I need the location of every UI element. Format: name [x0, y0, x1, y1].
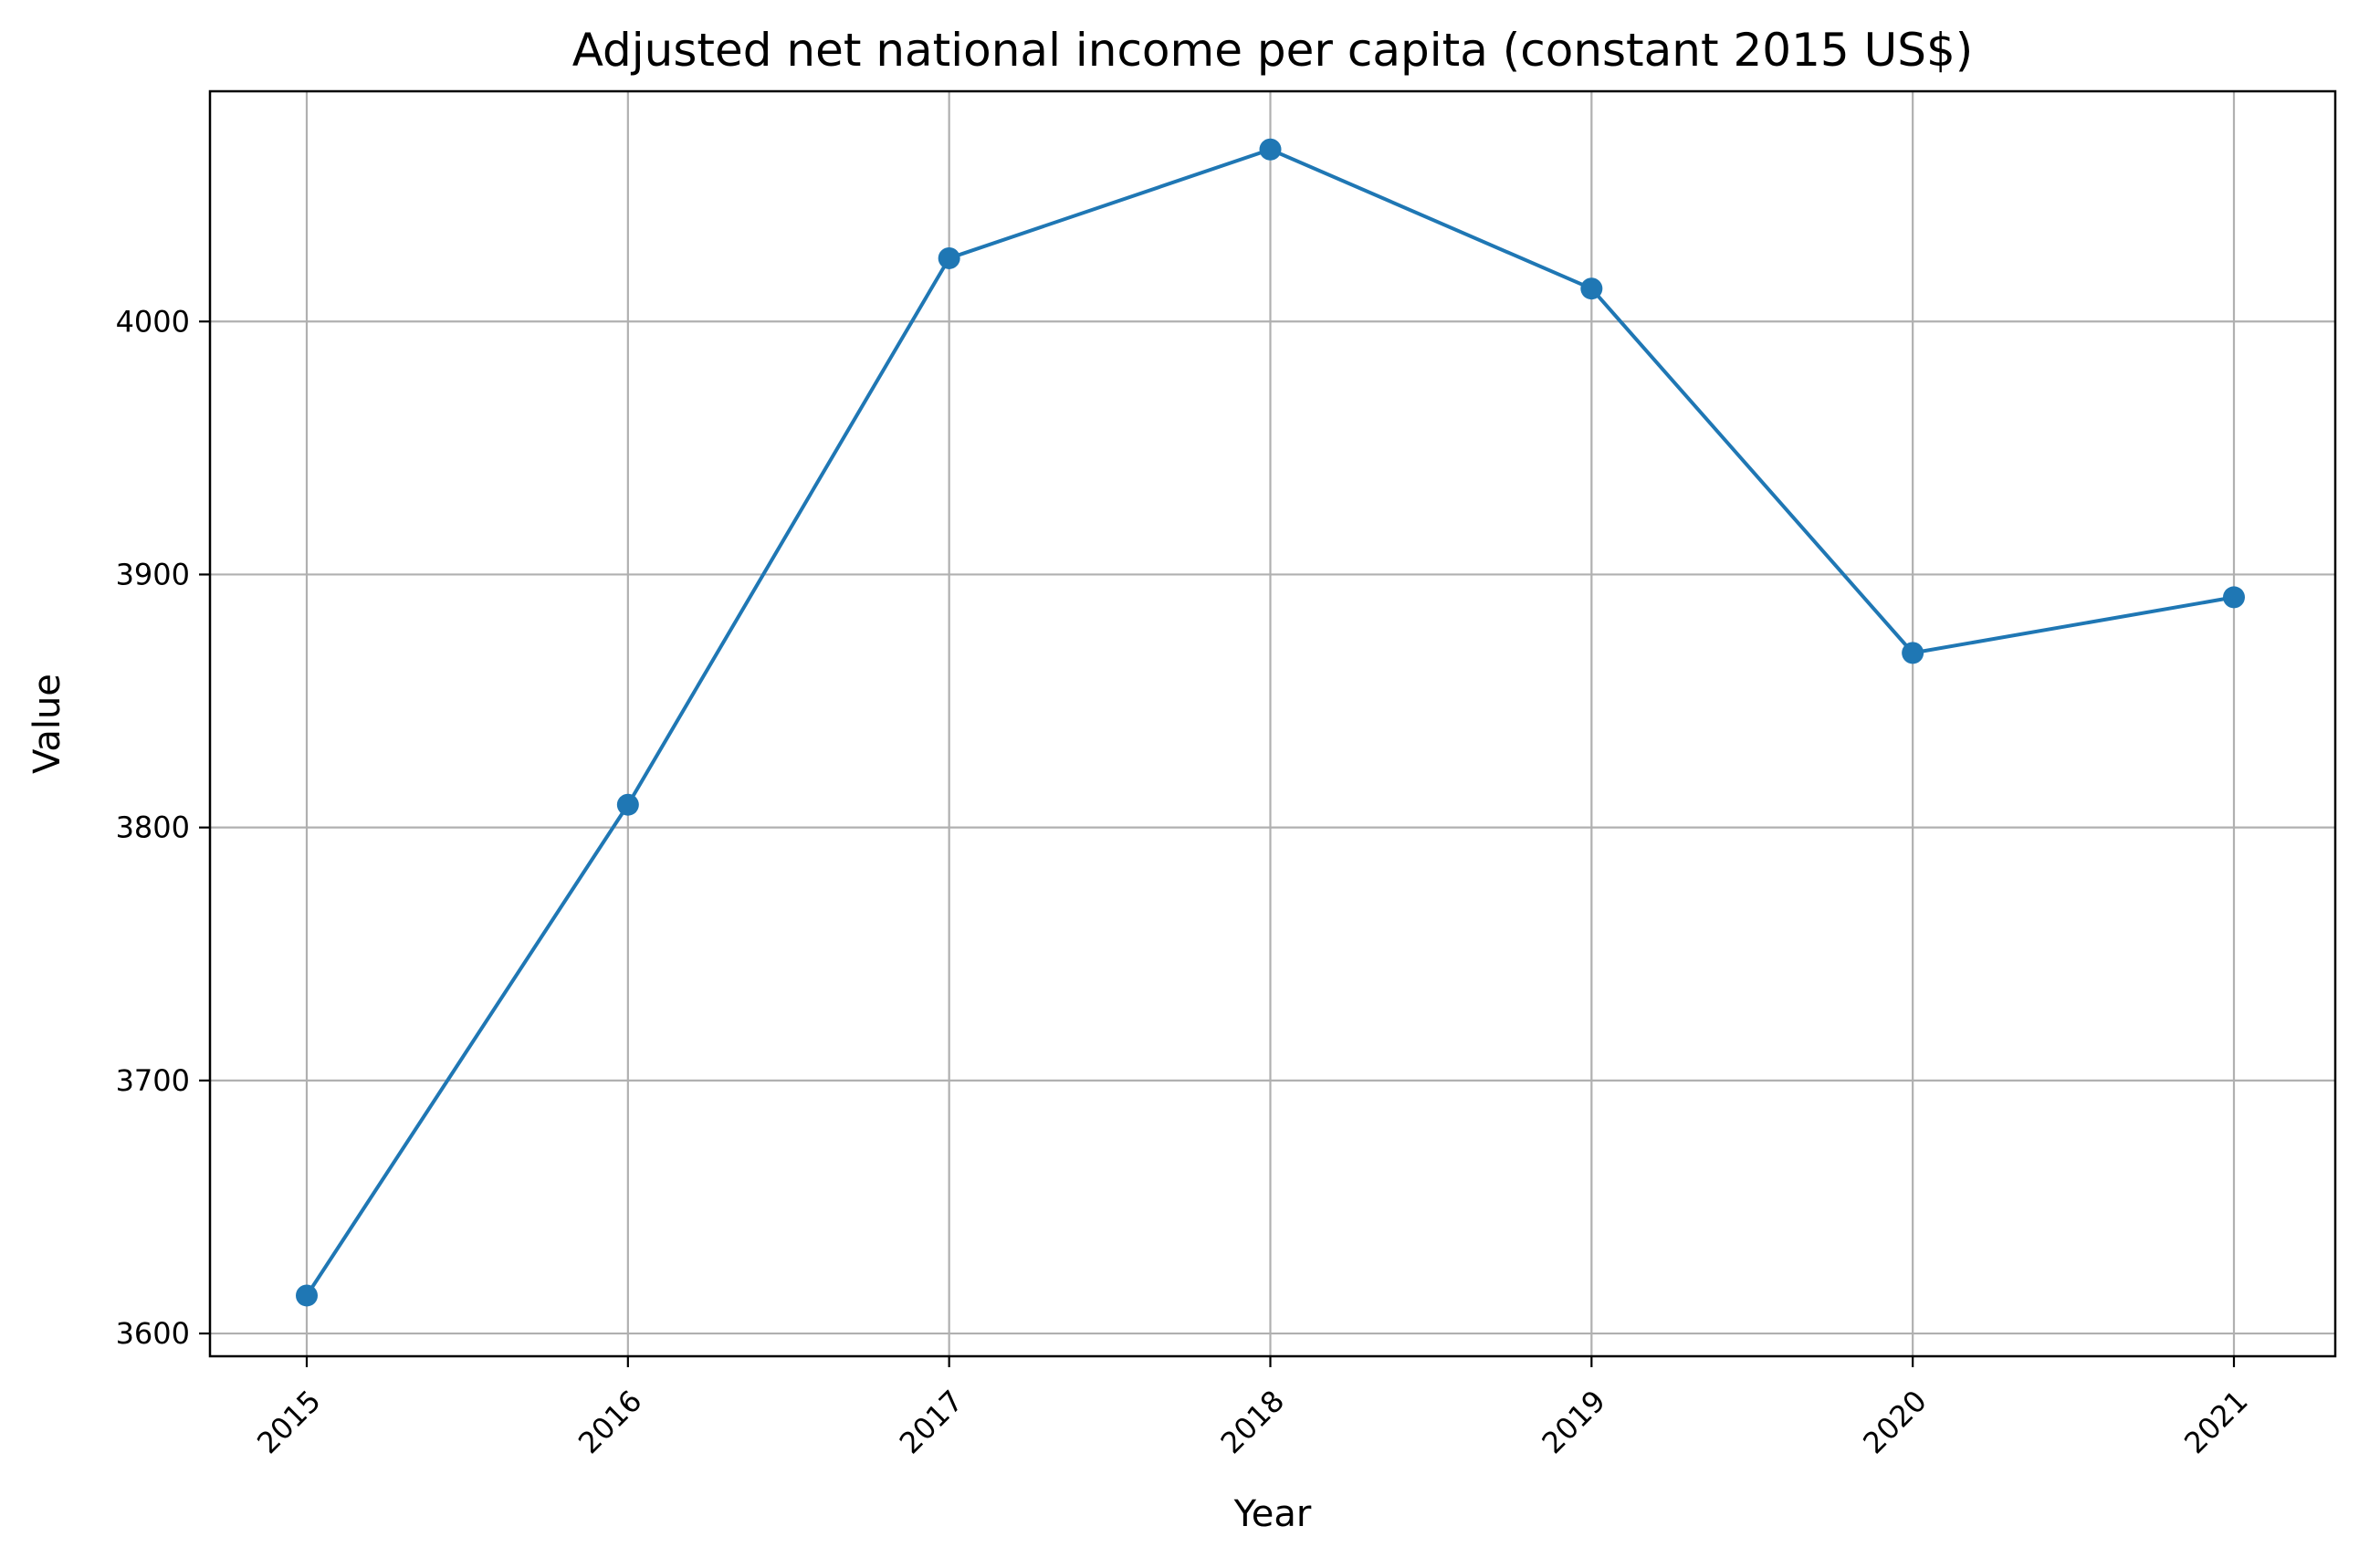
data-point	[296, 1284, 318, 1307]
data-point	[2223, 586, 2245, 609]
x-axis-ticks: 2015 2016 2017 2018 2019 2020 2021	[250, 1356, 2255, 1460]
data-point	[1902, 642, 1924, 664]
y-tick-label: 3800	[116, 810, 190, 845]
data-point	[1259, 138, 1282, 161]
y-tick-label: 3600	[116, 1316, 190, 1351]
grid-lines	[210, 91, 2335, 1356]
data-point	[938, 246, 960, 269]
data-point	[616, 793, 639, 816]
x-tick-label: 2019	[1536, 1384, 1612, 1460]
y-tick-label: 3700	[116, 1063, 190, 1098]
y-axis-ticks: 3600 3700 3800 3900 4000	[116, 304, 210, 1351]
x-tick-label: 2017	[893, 1384, 970, 1460]
x-tick-label: 2016	[571, 1384, 648, 1460]
x-tick-label: 2020	[1856, 1384, 1933, 1460]
y-tick-label: 4000	[116, 304, 190, 339]
x-tick-label: 2018	[1214, 1384, 1291, 1460]
chart-title: Adjusted net national income per capita …	[572, 24, 1974, 77]
series-layer	[296, 138, 2245, 1307]
x-axis-title: Year	[1233, 1493, 1312, 1535]
data-point	[1580, 277, 1603, 300]
plot-frame	[208, 89, 2337, 1358]
y-tick-label: 3900	[116, 557, 190, 591]
x-tick-label: 2015	[250, 1384, 327, 1460]
y-axis-title: Value	[26, 674, 68, 774]
x-tick-label: 2021	[2177, 1384, 2254, 1460]
